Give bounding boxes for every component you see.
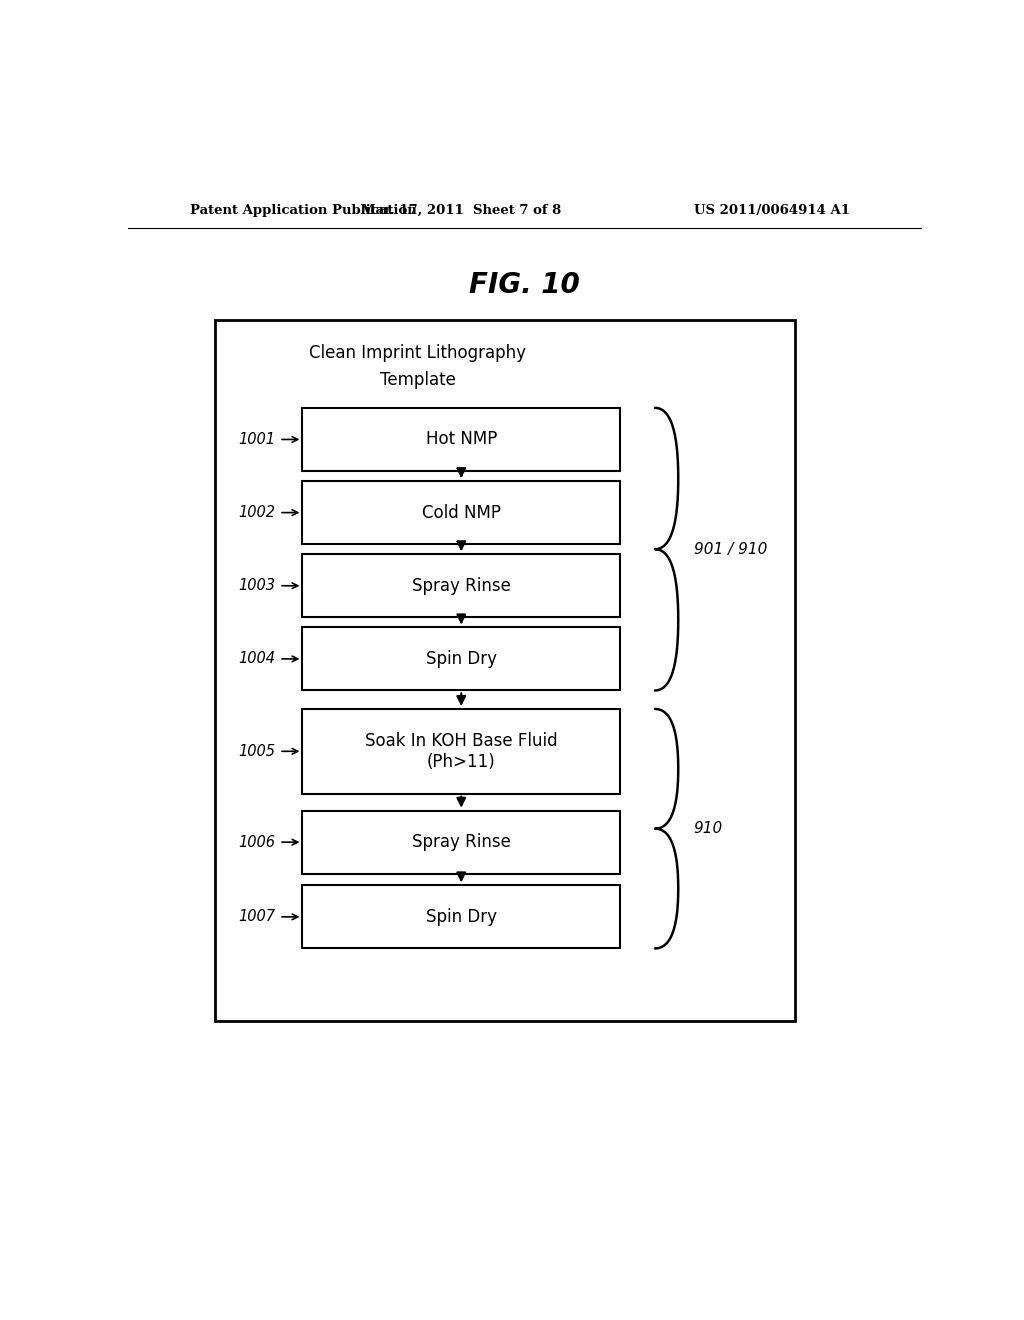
Text: US 2011/0064914 A1: US 2011/0064914 A1 — [693, 205, 850, 218]
Text: Hot NMP: Hot NMP — [426, 430, 497, 449]
Text: 1006: 1006 — [239, 834, 275, 850]
Text: 1001: 1001 — [239, 432, 275, 447]
Bar — [302, 480, 621, 544]
Text: Clean Imprint Lithography
Template: Clean Imprint Lithography Template — [309, 345, 526, 388]
Bar — [302, 627, 621, 690]
Bar — [302, 709, 621, 793]
Text: Cold NMP: Cold NMP — [422, 504, 501, 521]
Text: 1005: 1005 — [239, 743, 275, 759]
Bar — [302, 886, 621, 948]
Text: 910: 910 — [693, 821, 723, 836]
Text: 1003: 1003 — [239, 578, 275, 593]
Text: Patent Application Publication: Patent Application Publication — [190, 205, 417, 218]
Text: 1002: 1002 — [239, 506, 275, 520]
Bar — [302, 554, 621, 618]
Bar — [215, 321, 795, 1020]
Text: Spray Rinse: Spray Rinse — [412, 577, 511, 595]
Bar — [302, 810, 621, 874]
Text: Spray Rinse: Spray Rinse — [412, 833, 511, 851]
Text: Spin Dry: Spin Dry — [426, 908, 497, 925]
Text: 1004: 1004 — [239, 651, 275, 667]
Text: FIG. 10: FIG. 10 — [469, 272, 581, 300]
Bar — [302, 408, 621, 471]
Text: 901 / 910: 901 / 910 — [693, 541, 767, 557]
Text: Mar. 17, 2011  Sheet 7 of 8: Mar. 17, 2011 Sheet 7 of 8 — [361, 205, 561, 218]
Text: Soak In KOH Base Fluid
(Ph>11): Soak In KOH Base Fluid (Ph>11) — [365, 731, 557, 771]
Text: Spin Dry: Spin Dry — [426, 649, 497, 668]
Text: 1007: 1007 — [239, 909, 275, 924]
